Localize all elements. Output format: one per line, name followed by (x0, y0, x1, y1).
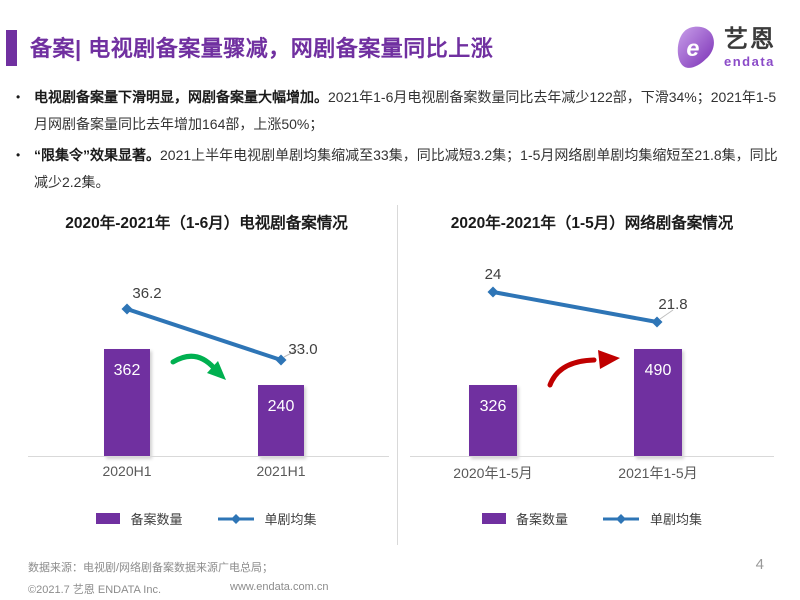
bar-value-label: 240 (267, 398, 295, 415)
line-series (126, 307, 282, 362)
line-chart-svg (121, 303, 300, 380)
line-series (492, 290, 658, 324)
page-number: 4 (755, 556, 764, 573)
line-chart-svg (487, 286, 674, 388)
chart-title: 2020年-2021年（1-5月）网络剧备案情况 (450, 215, 734, 232)
bullet-item: • 电视剧备案量下滑明显，网剧备案量大幅增加。2021年1-6月电视剧备案数量同… (16, 84, 784, 139)
website: www.endata.com.cn (230, 581, 329, 593)
legend-label: 单剧均集 (264, 512, 317, 527)
bar-value-label: 490 (644, 362, 672, 379)
category-label: 2020年1-5月 (453, 465, 533, 481)
logo-pick-icon: e (677, 26, 714, 68)
category-label: 2020H1 (102, 463, 152, 479)
bar: 240 (258, 385, 304, 457)
line-value-label: 24 (484, 266, 502, 283)
bullet-bold-text: 电视剧备案量下滑明显，网剧备案量大幅增加。 (34, 89, 328, 105)
source-note: 数据来源：电视剧/网络剧备案数据来源广电总局； (28, 562, 274, 574)
legend-line-marker-icon (603, 513, 639, 524)
line-value-label: 36.2 (132, 285, 162, 302)
line-value-label: 33.0 (288, 341, 318, 358)
copyright: ©2021.7 艺恩 ENDATA Inc. (28, 584, 162, 596)
endata-logo: e 艺恩 endata (674, 24, 776, 71)
axis-baseline (28, 456, 389, 457)
legend: 备案数量 单剧均集 (16, 509, 397, 528)
logo-name-en: endata (724, 53, 775, 69)
bullet-bold-text: “限集令”效果显著。 (34, 146, 160, 163)
svg-text:e: e (686, 35, 699, 61)
bar-value-label: 362 (113, 362, 141, 379)
bullet-text: 2021上半年电视剧单剧均集缩减至33集，同比减短3.2集；1-5月网络剧单剧均… (34, 146, 778, 190)
bar: 362 (104, 349, 150, 457)
charts-row: 2020年-2021年（1-6月）电视剧备案情况 362 240 36.2 33… (16, 205, 786, 545)
legend-label: 单剧均集 (650, 512, 703, 527)
bullet-dot: • (16, 90, 21, 104)
bar: 490 (634, 349, 682, 457)
trend-arrow-red-icon (547, 350, 620, 388)
chart-title: 2020年-2021年（1-6月）电视剧备案情况 (65, 215, 348, 232)
diamond-marker-icon (121, 303, 133, 315)
bullet-list: • 电视剧备案量下滑明显，网剧备案量大幅增加。2021年1-6月电视剧备案数量同… (16, 84, 784, 199)
bullet-item: • “限集令”效果显著。2021上半年电视剧单剧均集缩减至33集，同比减短3.2… (16, 142, 784, 197)
bar-value-label: 326 (479, 398, 507, 415)
chart-panel-web-drama: 2020年-2021年（1-5月）网络剧备案情况 326 490 24 21.8 (398, 205, 786, 545)
legend-bar-swatch (96, 513, 121, 524)
axis-baseline (410, 456, 774, 457)
title-accent-bar (6, 30, 17, 66)
slide-title: 备案| 电视剧备案量骤减，网剧备案量同比上涨 (30, 36, 494, 61)
category-label: 2021H1 (256, 463, 306, 479)
diamond-marker-icon (651, 316, 663, 328)
legend-bar-swatch (481, 513, 506, 524)
legend-label: 备案数量 (130, 512, 183, 527)
chart-panel-tv-drama: 2020年-2021年（1-6月）电视剧备案情况 362 240 36.2 33… (16, 205, 398, 545)
trend-arrow-green-icon (170, 353, 226, 380)
line-value-label: 21.8 (658, 296, 688, 313)
legend-label: 备案数量 (515, 512, 568, 527)
diamond-marker-icon (487, 286, 499, 298)
logo-name-cn: 艺恩 (724, 25, 776, 53)
legend-line-marker-icon (217, 513, 254, 524)
category-label: 2021年1-5月 (618, 465, 698, 481)
bullet-text: 2021年1-6月电视剧备案数量同比去年减少122部，下滑34%；2021年1-… (34, 89, 777, 133)
bullet-dot: • (16, 147, 21, 162)
legend: 备案数量 单剧均集 (398, 509, 786, 528)
bar: 326 (469, 385, 517, 457)
